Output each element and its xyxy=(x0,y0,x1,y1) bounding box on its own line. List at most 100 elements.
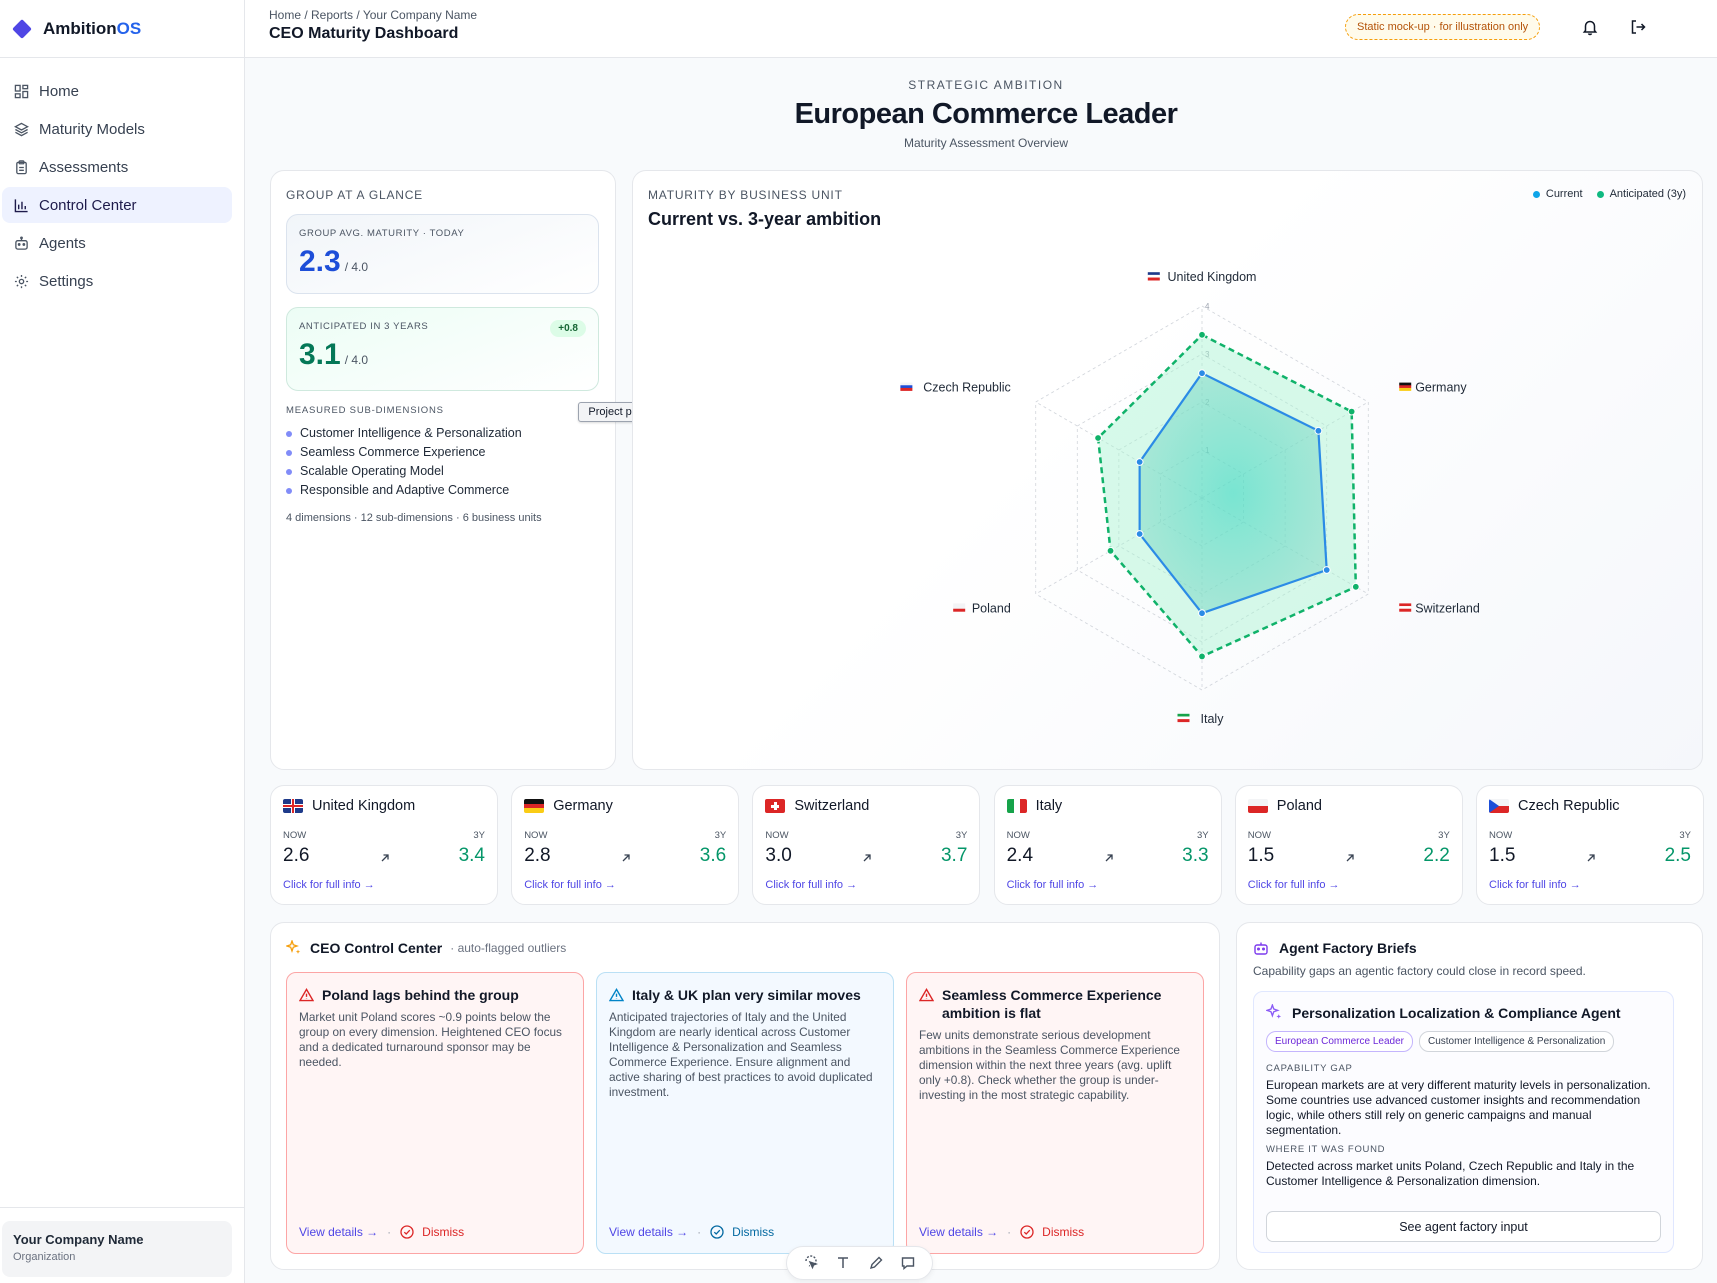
radar-label: MATURITY BY BUSINESS UNIT xyxy=(648,188,843,202)
now-value: 1.5 xyxy=(1489,845,1516,866)
radar-grid-ring xyxy=(1035,305,1369,691)
sidebar-item-settings[interactable]: Settings xyxy=(2,263,232,299)
outlier-actions: View details → · Dismiss xyxy=(609,1225,774,1239)
logout-icon[interactable] xyxy=(1629,18,1647,36)
found-label: WHERE IT WAS FOUND xyxy=(1266,1144,1386,1155)
sidebar-item-label: Settings xyxy=(39,272,94,290)
bell-icon[interactable] xyxy=(1581,18,1599,36)
comment-icon[interactable] xyxy=(900,1255,916,1271)
unit-card-italy[interactable]: Italy NOW 3Y 2.4 3.3 Click for full info → xyxy=(993,785,1222,905)
radar-point[interactable] xyxy=(1135,458,1144,466)
gap-text: European markets are at very different m… xyxy=(1266,1078,1651,1137)
poland-flag-icon xyxy=(953,606,966,610)
full-info-link[interactable]: Click for full info → xyxy=(765,879,858,891)
radar-point[interactable] xyxy=(1106,546,1115,555)
metric-denominator: / 4.0 xyxy=(344,260,369,274)
sidebar-item-label: Assessments xyxy=(39,158,129,176)
sidebar-item-agents[interactable]: Agents xyxy=(2,225,232,261)
radar-category-label: Poland xyxy=(953,601,1011,615)
agent-brief-header: Personalization Localization & Complianc… xyxy=(1266,1004,1661,1021)
topbar: Home / Reports / Your Company Name CEO M… xyxy=(245,0,1717,58)
hero-title: European Commerce Leader xyxy=(794,98,1178,130)
now-value: 2.6 xyxy=(283,845,310,866)
unit-card-germany[interactable]: Germany NOW 3Y 2.8 3.6 Click for full info → xyxy=(511,785,740,905)
unit-card-czech-republic[interactable]: Czech Republic NOW 3Y 1.5 2.5 Click for full … xyxy=(1476,785,1704,905)
sidebar-item-assessments[interactable]: Assessments xyxy=(2,149,232,185)
logo[interactable]: AmbitionOS xyxy=(0,0,244,58)
radar-category-label: Italy xyxy=(1177,712,1224,726)
radar-point[interactable] xyxy=(1198,609,1206,618)
unit-header: United Kingdom xyxy=(283,798,485,814)
found-text: Detected across market units Poland, Cze… xyxy=(1266,1159,1635,1188)
switzerland-flag-icon xyxy=(1399,606,1412,610)
outlier-card: Seamless Commerce Experience ambition is… xyxy=(906,972,1204,1254)
radar-point[interactable] xyxy=(1135,530,1144,538)
hero-eyebrow: STRATEGIC AMBITION xyxy=(908,78,1064,92)
mockup-badge: Static mock-up · for illustration only xyxy=(1345,14,1541,40)
radar-point[interactable] xyxy=(1314,426,1323,435)
unit-card-switzerland[interactable]: Switzerland NOW 3Y 3.0 3.7 Click for full inf… xyxy=(752,785,981,905)
future-label: 3Y xyxy=(1438,830,1450,841)
future-value: 2.5 xyxy=(1664,845,1691,866)
uk-flag-icon xyxy=(1147,274,1160,278)
warning-triangle-icon xyxy=(609,988,624,1002)
germany-flag-icon xyxy=(1399,385,1412,389)
outlier-title: Seamless Commerce Experience ambition is… xyxy=(942,987,1162,1021)
radar-category-label: Switzerland xyxy=(1399,601,1480,615)
radar-point[interactable] xyxy=(1347,407,1356,416)
radar-point[interactable] xyxy=(1198,652,1206,661)
view-details-link[interactable]: View details → xyxy=(299,1225,379,1239)
future-label: 3Y xyxy=(955,830,968,841)
metric-label: ANTICIPATED IN 3 YEARS xyxy=(299,321,429,332)
radar-tick-label: 4 xyxy=(1205,302,1210,311)
select-pointer-icon[interactable] xyxy=(803,1255,819,1271)
glance-footnote: 4 dimensions · 12 sub-dimensions · 6 bus… xyxy=(286,512,542,524)
view-details-link[interactable]: View details → xyxy=(919,1225,999,1239)
dismiss-button[interactable]: Dismiss xyxy=(710,1225,774,1239)
poland-flag-icon xyxy=(953,603,966,607)
radar-point[interactable] xyxy=(1322,566,1331,574)
sidebar-item-home[interactable]: Home xyxy=(2,73,232,109)
category-name: Switzerland xyxy=(1415,601,1480,615)
arrow-up-right-icon xyxy=(1105,854,1113,862)
sidebar-item-maturity-models[interactable]: Maturity Models xyxy=(2,111,232,147)
radar-point[interactable] xyxy=(1094,434,1102,442)
org-switcher[interactable]: Your Company Name Organization xyxy=(2,1221,232,1277)
full-info-link[interactable]: Click for full info → xyxy=(1247,879,1340,891)
pencil-icon[interactable] xyxy=(868,1255,884,1271)
outlier-actions: View details → · Dismiss xyxy=(919,1225,1084,1239)
full-info-link[interactable]: Click for full info → xyxy=(524,879,616,891)
dismiss-button[interactable]: Dismiss xyxy=(400,1225,464,1239)
full-info-link[interactable]: Click for full info → xyxy=(1006,879,1099,891)
radar-point[interactable] xyxy=(1351,582,1360,591)
dismiss-button[interactable]: Dismiss xyxy=(1020,1225,1084,1239)
full-info-link[interactable]: Click for full info → xyxy=(1489,879,1581,891)
agent-tags: European Commerce Leader Customer Intell… xyxy=(1266,1031,1661,1052)
text-tool-icon[interactable] xyxy=(835,1255,851,1271)
sidebar-divider xyxy=(0,1207,245,1208)
radar-point[interactable] xyxy=(1198,369,1206,378)
sidebar-item-label: Agents xyxy=(39,234,86,252)
radar-point[interactable] xyxy=(1198,330,1206,339)
sidebar-item-label: Control Center xyxy=(39,196,137,214)
see-agent-factory-input-button[interactable]: See agent factory input xyxy=(1266,1211,1661,1242)
future-value: 3.3 xyxy=(1182,845,1209,866)
control-center-card: CEO Control Center · auto-flagged outlie… xyxy=(270,922,1220,1270)
hero: STRATEGIC AMBITION European Commerce Lea… xyxy=(245,78,1717,150)
unit-card-united-kingdom[interactable]: United Kingdom NOW 3Y 2.6 3.4 Click for full … xyxy=(270,785,498,905)
agent-factory-header: Agent Factory Briefs xyxy=(1253,940,1417,956)
sparkles-icon xyxy=(286,940,301,954)
logo-icon xyxy=(12,18,32,39)
control-center-header: CEO Control Center · auto-flagged outlie… xyxy=(286,940,566,956)
clipboard-icon xyxy=(16,159,27,174)
sidebar-item-control-center[interactable]: Control Center xyxy=(2,187,232,223)
unit-name: Germany xyxy=(553,798,613,814)
group-glance-card: GROUP AT A GLANCE GROUP AVG. MATURITY · … xyxy=(270,170,616,770)
radar-category-label: United Kingdom xyxy=(1147,270,1256,284)
unit-name: Switzerland xyxy=(794,798,870,814)
dismiss-label: Dismiss xyxy=(1042,1225,1085,1239)
unit-card-poland[interactable]: Poland NOW 3Y 1.5 2.2 Click for full info → xyxy=(1234,785,1463,905)
breadcrumb[interactable]: Home / Reports / Your Company Name xyxy=(269,8,478,22)
view-details-link[interactable]: View details → xyxy=(609,1225,689,1239)
full-info-link[interactable]: Click for full info → xyxy=(283,879,375,891)
